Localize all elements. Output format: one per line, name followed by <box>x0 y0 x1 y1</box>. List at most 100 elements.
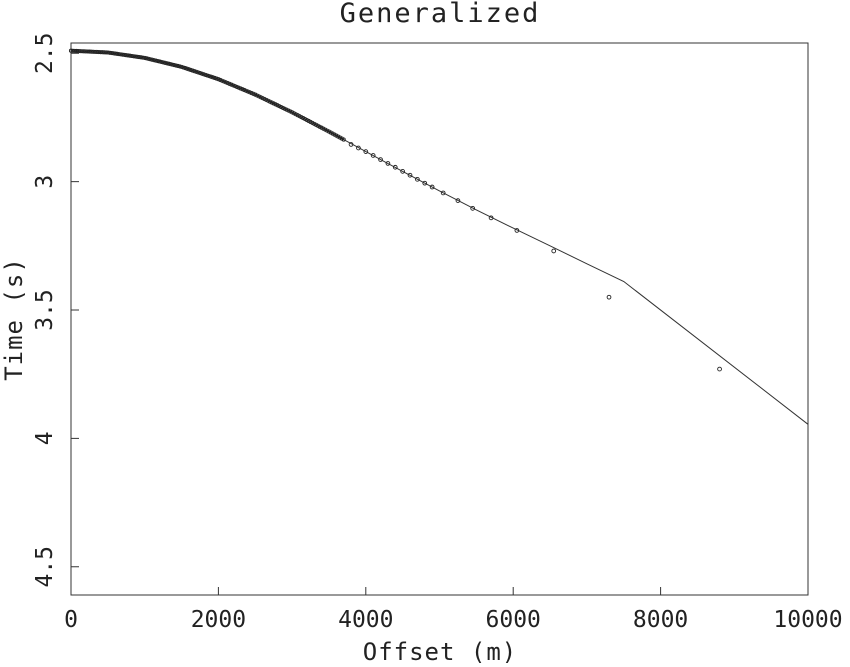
data-point <box>470 205 476 211</box>
data-point <box>177 64 182 69</box>
x-tick-label: 6000 <box>486 607 541 633</box>
data-point <box>111 51 116 56</box>
data-point <box>87 49 92 54</box>
data-point <box>378 157 383 162</box>
data-point <box>455 198 461 203</box>
data-point <box>370 153 376 158</box>
data-point <box>514 228 520 233</box>
data-point <box>194 69 199 74</box>
y-axis-label: Time (s) <box>0 257 28 381</box>
plot-frame <box>70 42 809 596</box>
data-point <box>606 294 612 300</box>
data-point <box>83 49 88 54</box>
data-point <box>70 48 75 53</box>
data-point <box>135 54 140 59</box>
data-point <box>440 190 446 196</box>
x-axis: 0 2000 4000 6000 8000 10000 <box>64 587 843 633</box>
data-point <box>115 51 120 56</box>
x-tick-label: 0 <box>64 607 78 633</box>
data-point <box>146 56 151 61</box>
data-point <box>551 248 557 254</box>
data-point <box>488 215 494 221</box>
data-point <box>140 55 145 60</box>
data-point <box>89 49 94 54</box>
y-tick-label: 4 <box>32 431 58 445</box>
data-point <box>363 149 369 154</box>
data-point <box>429 184 435 190</box>
y-tick-label: 3 <box>32 175 58 189</box>
data-point <box>91 49 96 54</box>
data-point <box>210 75 215 80</box>
data-point <box>68 48 74 53</box>
x-tick-label: 8000 <box>633 607 688 633</box>
data-point <box>116 52 121 57</box>
data-point <box>137 55 142 60</box>
data-point <box>201 72 206 77</box>
data-point <box>422 180 428 186</box>
y-tick-label: 3.5 <box>32 289 58 331</box>
data-point <box>207 74 212 79</box>
data-point <box>131 54 136 59</box>
data-point <box>80 49 85 54</box>
data-point <box>74 48 79 54</box>
x-tick-label: 4000 <box>338 607 393 633</box>
data-point <box>196 70 201 75</box>
data-point <box>142 55 147 60</box>
data-point <box>161 60 166 65</box>
data-point <box>214 76 219 81</box>
data-point <box>186 67 191 72</box>
data-point <box>118 52 123 57</box>
data-point <box>92 49 98 54</box>
data-point <box>159 59 164 64</box>
data-point <box>181 65 186 70</box>
data-point <box>415 176 420 182</box>
data-point <box>203 72 208 77</box>
y-tick-label: 2.5 <box>32 32 58 74</box>
data-point <box>138 55 144 60</box>
data-point <box>341 137 346 142</box>
data-point <box>392 164 398 170</box>
data-point <box>102 50 107 55</box>
data-point <box>109 50 114 56</box>
data-point <box>107 50 112 55</box>
data-point <box>407 172 413 178</box>
data-point <box>153 58 158 63</box>
data-point <box>172 63 177 68</box>
data-point <box>717 366 722 372</box>
data-point <box>205 73 210 78</box>
data-point <box>151 58 156 63</box>
data-point <box>76 49 81 54</box>
data-point <box>197 70 203 76</box>
data-point <box>164 61 169 66</box>
data-point <box>126 53 131 58</box>
data-point <box>188 67 193 73</box>
data-point <box>129 53 134 59</box>
data-point <box>168 62 173 67</box>
data-point <box>85 49 90 54</box>
data-point <box>113 51 118 56</box>
y-tick-label: 4.5 <box>32 546 58 588</box>
data-point <box>348 142 354 147</box>
data-point <box>81 49 86 54</box>
data-point <box>179 64 184 69</box>
data-point <box>150 57 155 62</box>
data-point <box>199 71 204 76</box>
data-point <box>212 75 217 81</box>
data-point <box>72 48 77 53</box>
series-layer <box>68 48 809 425</box>
data-point <box>94 49 99 55</box>
data-point <box>400 169 405 174</box>
data-point <box>78 49 83 54</box>
chart-title: Generalized <box>340 0 541 29</box>
data-point <box>144 56 149 61</box>
data-point <box>148 57 153 62</box>
data-point <box>124 53 129 58</box>
data-point <box>385 161 391 166</box>
data-point <box>173 63 179 68</box>
y-axis: 2.5 3 3.5 4 4.5 <box>32 32 79 588</box>
x-tick-label: 10000 <box>773 607 842 633</box>
data-point <box>157 59 162 64</box>
data-point <box>166 61 171 66</box>
data-point <box>100 50 105 55</box>
